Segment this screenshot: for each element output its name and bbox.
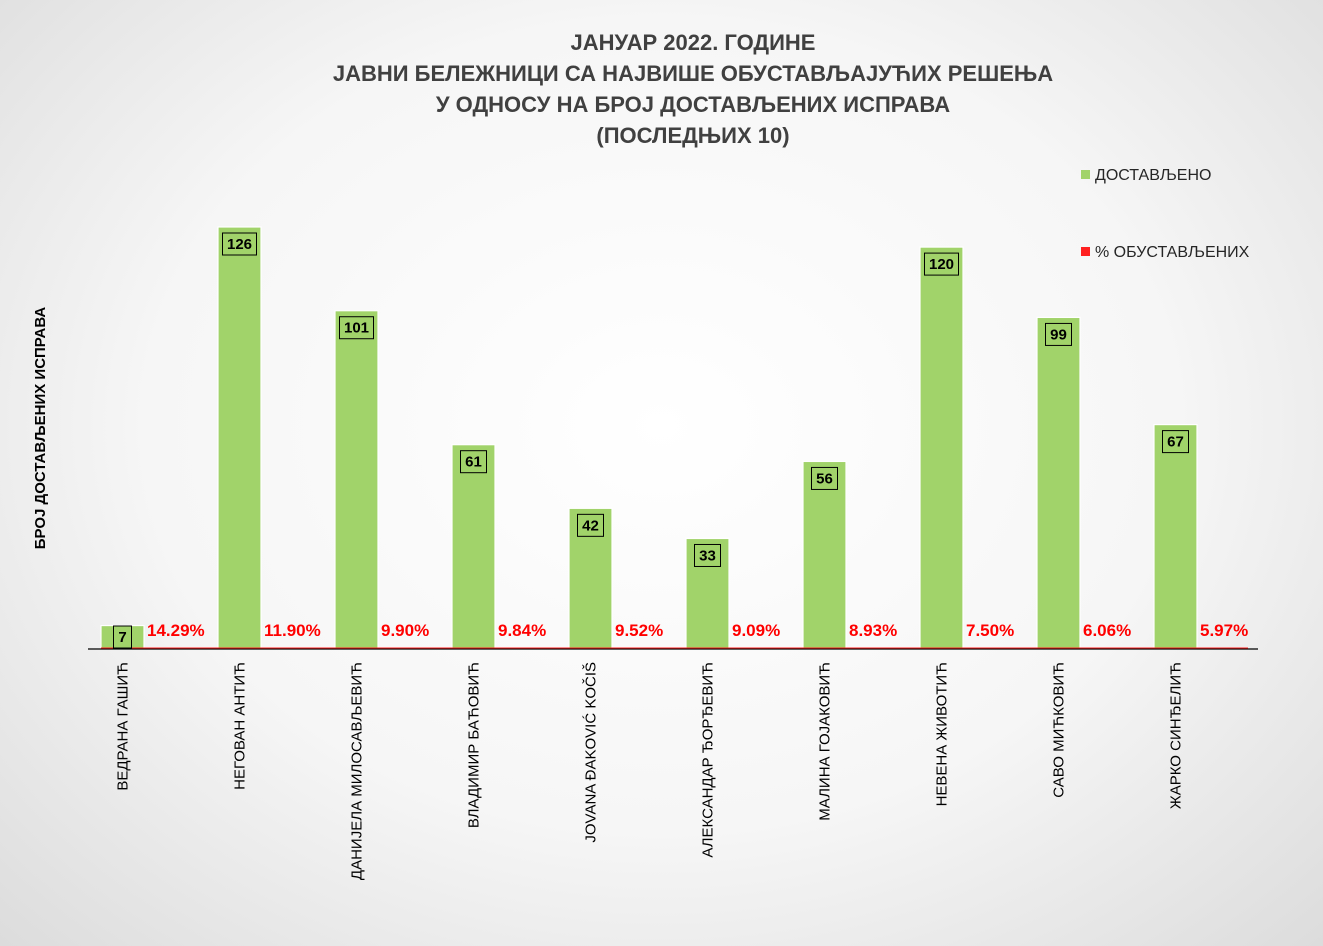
chart-title: ЈАНУАР 2022. ГОДИНЕ ЈАВНИ БЕЛЕЖНИЦИ СА НА… (333, 30, 1053, 148)
percent-label: 7.50% (966, 621, 1014, 640)
category-label: НЕГОВАН АНТИЋ (232, 662, 249, 790)
percent-label: 6.06% (1083, 621, 1131, 640)
bar (802, 460, 847, 650)
legend-label: % ОБУСТАВЉЕНИХ (1095, 244, 1250, 261)
chart-title-line: У ОДНОСУ НА БРОЈ ДОСТАВЉЕНИХ ИСПРАВА (436, 92, 950, 117)
bar (217, 226, 262, 650)
bar (1153, 424, 1198, 650)
value-label: 99 (1050, 326, 1067, 343)
legend-swatch (1081, 170, 1090, 179)
value-label-box (577, 513, 604, 537)
category-label: САВО МИЋКОВИЋ (1051, 662, 1068, 798)
category-label: НЕВЕНА ЖИВОТИЋ (934, 662, 951, 806)
value-label-box (694, 543, 721, 567)
percent-label: 11.90% (264, 621, 321, 640)
value-label: 120 (929, 256, 954, 273)
bars (100, 226, 1198, 650)
bar (451, 444, 496, 650)
legend-swatch (1081, 247, 1090, 256)
chart-title-line: (ПОСЛЕДЊИХ 10) (596, 123, 789, 148)
y-axis-title: БРОЈ ДОСТАВЉЕНИХ ИСПРАВА (32, 307, 49, 550)
x-axis (88, 647, 1258, 650)
value-labels: 7 126 101 61 42 33 56 120 99 67 (113, 232, 1189, 649)
percent-label: 9.90% (381, 621, 429, 640)
value-label: 61 (465, 454, 482, 471)
percent-label: 9.52% (615, 621, 663, 640)
category-labels: ВЕДРАНА ГАШИЋ НЕГОВАН АНТИЋ ДАНИЈЕЛА МИЛОС… (115, 662, 1185, 880)
legend-label: ДОСТАВЉЕНО (1095, 167, 1211, 184)
value-label-box (924, 252, 959, 276)
value-label: 56 (816, 470, 833, 487)
bar (568, 507, 613, 650)
percent-labels: 14.29% 11.90% 9.90% 9.84% 9.52% 9.09% 8.93% 7.5… (147, 621, 1248, 640)
bar (685, 537, 730, 650)
value-label-box (222, 232, 257, 256)
value-label: 42 (582, 517, 599, 534)
value-label-box (460, 450, 487, 474)
percent-label: 9.84% (498, 621, 546, 640)
category-label: JOVANA ĐAKOVIĆ KOČIŠ (583, 662, 600, 843)
value-label-box (811, 466, 838, 490)
category-label: ДАНИЈЕЛА МИЛОСАВЉЕВИЋ (349, 662, 366, 880)
chart-title-line: ЈАВНИ БЕЛЕЖНИЦИ СА НАЈВИШЕ ОБУСТАВЉАЈУЋИ… (333, 61, 1053, 86)
percent-label: 8.93% (849, 621, 897, 640)
chart-title-line: ЈАНУАР 2022. ГОДИНЕ (571, 30, 816, 55)
bar (919, 246, 964, 650)
value-label-box (1162, 430, 1189, 454)
percent-label: 5.97% (1200, 621, 1248, 640)
value-label: 33 (699, 547, 716, 564)
value-label-box (1045, 322, 1072, 346)
bar (334, 310, 379, 650)
value-label: 7 (118, 629, 126, 646)
value-label: 67 (1167, 434, 1184, 451)
value-label: 101 (344, 320, 369, 337)
value-label: 126 (227, 236, 252, 253)
percent-label: 9.09% (732, 621, 780, 640)
bar (1036, 316, 1081, 650)
value-label-box (339, 316, 374, 340)
value-label-box (113, 625, 132, 649)
legend: ДОСТАВЉЕНО % ОБУСТАВЉЕНИХ (1081, 167, 1250, 261)
category-label: ВЕДРАНА ГАШИЋ (115, 662, 132, 791)
percent-label: 14.29% (147, 621, 205, 640)
y-axis-label: БРОЈ ДОСТАВЉЕНИХ ИСПРАВА (32, 307, 49, 550)
category-label: АЛЕКСАНДАР ЂОРЂЕВИЋ (700, 662, 717, 858)
category-label: МАЛИНА ГОЈАКОВИЋ (817, 662, 834, 821)
category-label: ВЛАДИМИР БАЋОВИЋ (466, 662, 483, 828)
category-label: ЖАРКО СИНЂЕЛИЋ (1168, 662, 1185, 809)
